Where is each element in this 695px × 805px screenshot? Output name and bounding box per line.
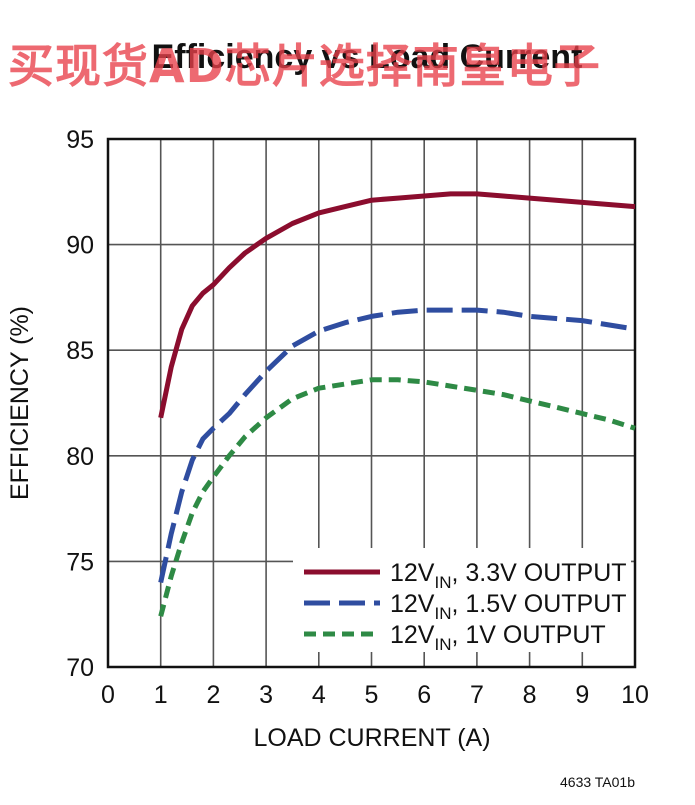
y-tick-label-4: 90	[66, 232, 94, 260]
legend-label-0: 12VIN, 3.3V OUTPUT	[390, 559, 627, 592]
legend-label-1: 12VIN, 1.5V OUTPUT	[390, 590, 627, 623]
x-axis-label: LOAD CURRENT (A)	[253, 724, 490, 752]
y-axis-label: EFFICIENCY (%)	[6, 306, 34, 500]
x-tick-label-8: 8	[523, 681, 537, 709]
series-line-0	[158, 191, 636, 419]
series-line-1	[158, 307, 636, 584]
plot-frame	[106, 137, 637, 669]
legend-label-2: 12VIN, 1V OUTPUT	[390, 621, 606, 654]
figure-id: 4633 TA01b	[560, 774, 635, 790]
y-tick-labels: 70 75 80 85 90 95	[66, 126, 94, 682]
y-tick-label-5: 95	[66, 126, 94, 154]
series-lines	[158, 191, 636, 617]
chart-title: Efficiency vs Load Current	[152, 38, 583, 76]
x-tick-label-0: 0	[101, 681, 115, 709]
y-tick-label-3: 85	[66, 337, 94, 365]
x-tick-label-4: 4	[312, 681, 326, 709]
y-tick-label-2: 80	[66, 443, 94, 471]
series-line-2	[158, 377, 636, 617]
x-tick-label-6: 6	[417, 681, 431, 709]
x-tick-label-2: 2	[206, 681, 220, 709]
y-tick-label-0: 70	[66, 654, 94, 682]
x-tick-label-9: 9	[575, 681, 589, 709]
x-tick-label-5: 5	[365, 681, 379, 709]
x-tick-label-1: 1	[154, 681, 168, 709]
x-tick-label-7: 7	[470, 681, 484, 709]
x-tick-label-3: 3	[259, 681, 273, 709]
y-tick-label-1: 75	[66, 548, 94, 576]
x-tick-labels: 0 1 2 3 4 5 6 7 8 9 10	[101, 681, 649, 709]
x-tick-label-10: 10	[621, 681, 649, 709]
